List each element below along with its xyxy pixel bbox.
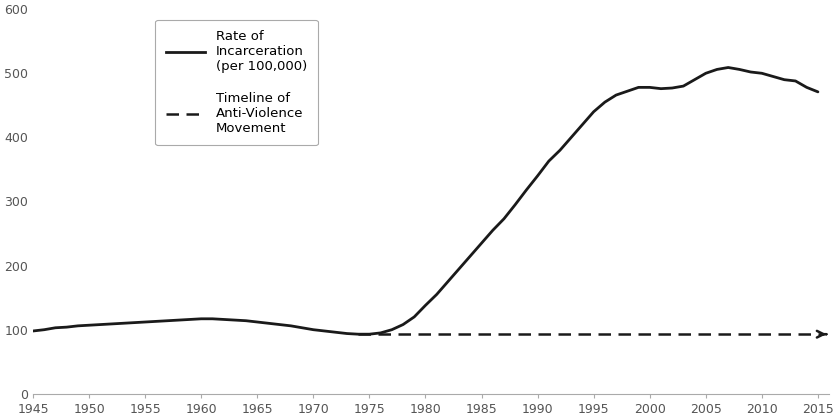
Legend: Rate of
Incarceration
(per 100,000), Timeline of
Anti-Violence
Movement: Rate of Incarceration (per 100,000), Tim… <box>155 20 318 145</box>
